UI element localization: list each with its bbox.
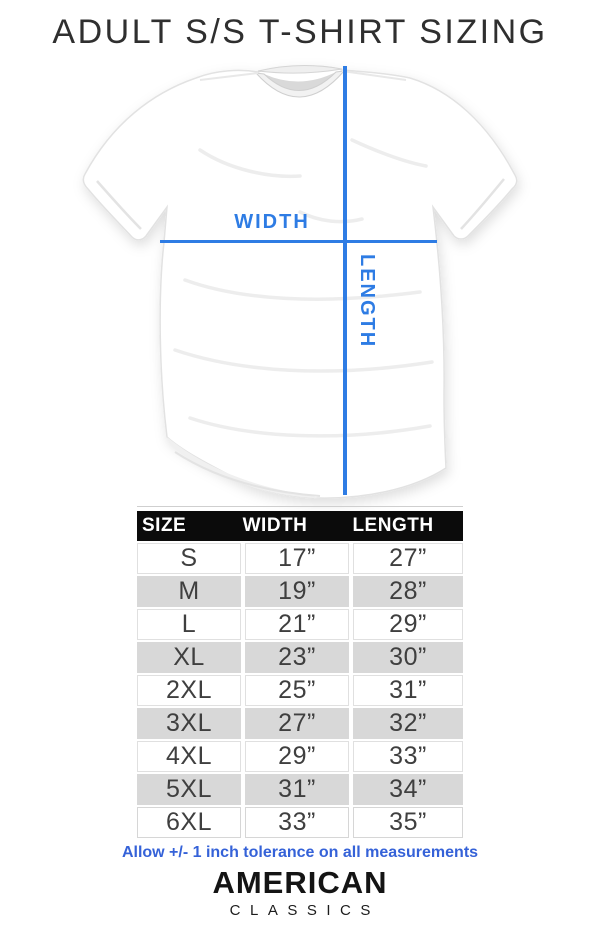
width-measure-line	[160, 240, 437, 243]
tshirt-body	[82, 65, 518, 499]
length-cell: 32”	[349, 708, 463, 739]
brand-name: AMERICAN	[212, 865, 388, 900]
length-measure-line	[343, 66, 347, 495]
width-cell: 21”	[241, 609, 349, 640]
size-cell: 3XL	[137, 708, 241, 739]
table-row: XL 23” 30”	[137, 642, 463, 673]
width-cell: 17”	[241, 543, 349, 574]
length-cell: 27”	[349, 543, 463, 574]
width-cell: 27”	[241, 708, 349, 739]
page-title: ADULT S/S T-SHIRT SIZING	[52, 13, 548, 51]
collar-band	[254, 70, 346, 98]
width-cell: 33”	[241, 807, 349, 838]
width-cell: 25”	[241, 675, 349, 706]
size-cell: L	[137, 609, 241, 640]
size-cell: 6XL	[137, 807, 241, 838]
header-cell-width: WIDTH	[242, 515, 308, 536]
length-cell: 35”	[349, 807, 463, 838]
table-row: 6XL 33” 35”	[137, 807, 463, 838]
length-cell: 29”	[349, 609, 463, 640]
header-cell-size: SIZE	[142, 515, 187, 536]
collar-back	[257, 64, 343, 74]
table-row: M 19” 28”	[137, 576, 463, 607]
shoulder-seam-right	[341, 70, 407, 81]
length-cell: 30”	[349, 642, 463, 673]
size-cell: S	[137, 543, 241, 574]
length-label: LENGTH	[356, 254, 378, 349]
size-table-body: S 17” 27” M 19” 28” L 21” 29” XL 23” 30” 2XL 25” 31” 3X…	[137, 543, 463, 838]
width-label: WIDTH	[234, 211, 310, 233]
size-cell: XL	[137, 642, 241, 673]
size-cell: 5XL	[137, 774, 241, 805]
shoulder-seam-left	[199, 72, 259, 81]
width-cell: 29”	[241, 741, 349, 772]
table-header-row: SIZE WIDTH LENGTH	[137, 511, 463, 541]
size-cell: M	[137, 576, 241, 607]
cuff-seam-right	[460, 178, 505, 230]
table-row: 5XL 31” 34”	[137, 774, 463, 805]
table-row: 4XL 29” 33”	[137, 741, 463, 772]
table-top-divider	[137, 506, 463, 507]
length-cell: 31”	[349, 675, 463, 706]
length-cell: 34”	[349, 774, 463, 805]
width-cell: 31”	[241, 774, 349, 805]
length-cell: 33”	[349, 741, 463, 772]
size-cell: 2XL	[137, 675, 241, 706]
hem-stitch	[174, 451, 321, 497]
width-cell: 23”	[241, 642, 349, 673]
brand-logo: AMERICAN CLASSICS	[0, 866, 600, 921]
size-cell: 4XL	[137, 741, 241, 772]
length-cell: 28”	[349, 576, 463, 607]
header-cell-length: LENGTH	[352, 515, 434, 536]
table-row: 2XL 25” 31”	[137, 675, 463, 706]
size-table: SIZE WIDTH LENGTH S 17” 27” M 19” 28” L 21” 29” X…	[137, 506, 463, 838]
tolerance-note: Allow +/- 1 inch tolerance on all measur…	[121, 844, 479, 861]
wrinkles	[173, 138, 434, 438]
table-row: 3XL 27” 32”	[137, 708, 463, 739]
table-row: L 21” 29”	[137, 609, 463, 640]
table-row: S 17” 27”	[137, 543, 463, 574]
cuff-seam-left	[96, 180, 142, 230]
brand-subtitle: CLASSICS	[229, 902, 380, 919]
width-cell: 19”	[241, 576, 349, 607]
